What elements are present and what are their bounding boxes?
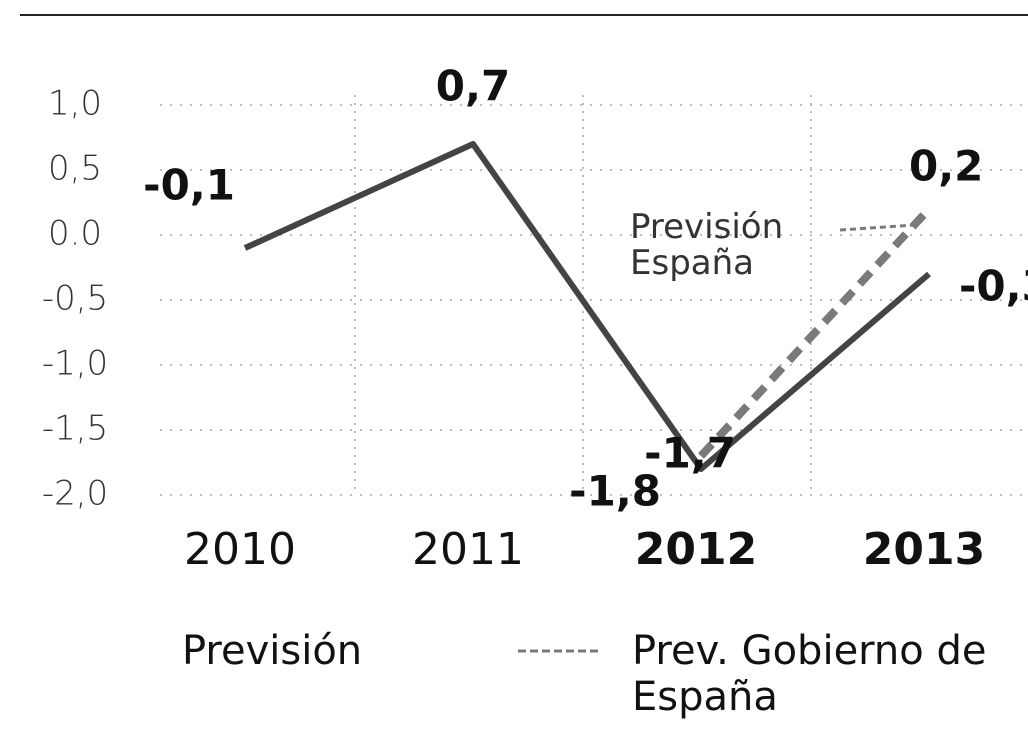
y-tick-label: -0,5 [42,279,108,319]
annotation-line: España [630,243,754,283]
x-tick-label: 2012 [635,524,757,575]
legend-label: Previsión [182,628,363,674]
y-tick-label: -2,0 [42,474,108,514]
y-tick-label: 0,5 [48,149,102,189]
annotation-line: Previsión [630,207,783,247]
y-tick-label: -1,5 [42,409,108,449]
series-line [243,141,931,472]
data-label: -1,7 [644,429,736,478]
data-label: -0,3 [959,262,1028,311]
data-label: 0,7 [436,62,510,111]
data-label: -1,8 [569,467,661,516]
y-tick-label: 1,0 [48,84,102,124]
annotation-leader [839,223,916,232]
y-tick-label: -1,0 [42,344,108,384]
data-label: 0,2 [909,142,983,191]
x-tick-label: 2011 [412,524,524,575]
x-tick-label: 2010 [184,524,296,575]
legend-label: Prev. Gobierno de España [632,628,987,720]
y-tick-label: 0.0 [48,214,102,254]
series-line [698,206,932,459]
x-tick-label: 2013 [863,524,985,575]
annotation: Previsión España [630,207,783,283]
data-label: -0,1 [143,161,235,210]
